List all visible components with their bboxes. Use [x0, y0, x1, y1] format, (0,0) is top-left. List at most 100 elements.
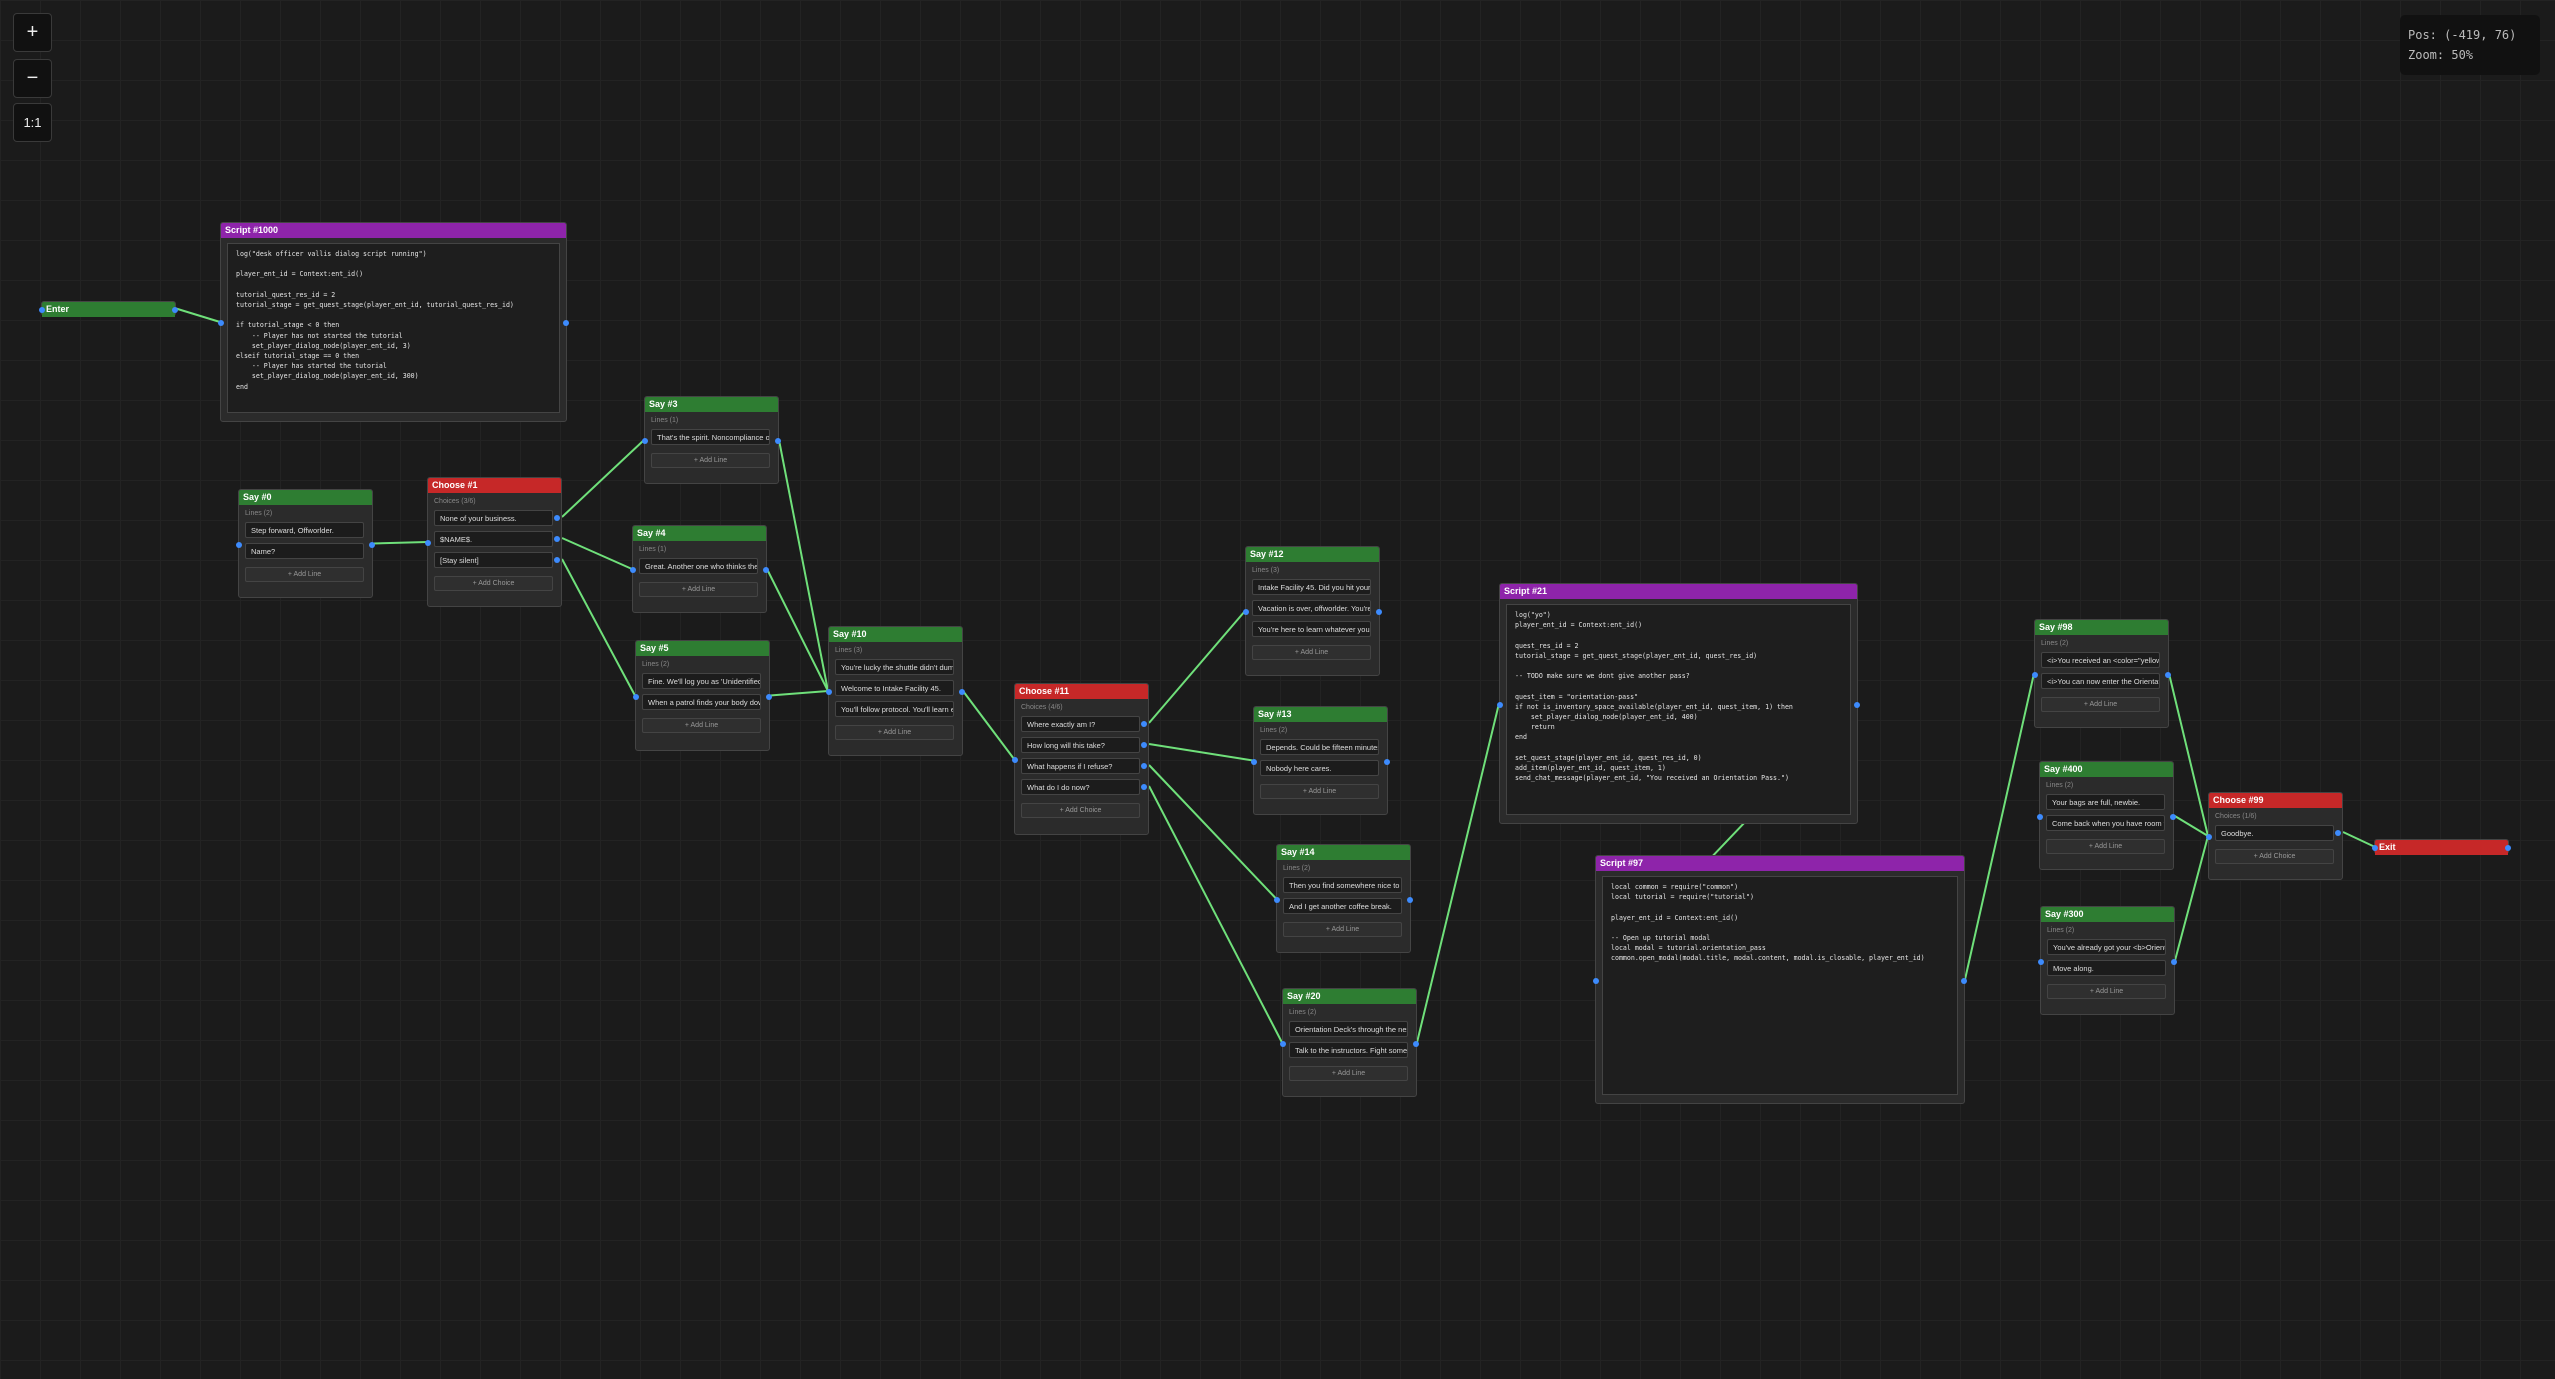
status-panel: Pos: (-419, 76) Zoom: 50% — [2400, 15, 2540, 75]
graph-node: Say #13 Lines (2) Depends. Could be fiftee… — [1251, 706, 1390, 815]
edge — [561, 439, 645, 518]
add-button: + Add Choice — [1021, 803, 1140, 818]
graph-node: Say #4 Lines (1) Great. Another one who th… — [630, 525, 769, 613]
graph-node: Say #12 Lines (3) Intake Facility 45. Did … — [1243, 546, 1382, 676]
add-button: + Add Line — [639, 582, 758, 597]
node-item: Name? — [245, 543, 364, 559]
node-item: How long will this take? — [1021, 737, 1140, 753]
input-port — [2206, 834, 2212, 840]
node-subtitle: Lines (2) — [2046, 782, 2074, 789]
edge — [769, 690, 829, 697]
output-port — [2165, 671, 2171, 678]
node-subtitle: Lines (2) — [2041, 640, 2069, 647]
node-item: Step forward, Offworlder. — [245, 522, 364, 538]
graph-node: Script #1000 log("desk officer vallis dia… — [218, 222, 569, 422]
edge — [2173, 814, 2209, 837]
graph-node: Choose #11 Choices (4/6) Where exactly am … — [1012, 683, 1149, 835]
output-port — [563, 320, 569, 326]
edge — [1416, 703, 1500, 1043]
graph-node: Say #400 Lines (2) Your bags are full, new… — [2037, 761, 2176, 870]
node-item: Orientation Deck's through the next — [1289, 1021, 1408, 1037]
input-port — [630, 567, 636, 573]
node-item: Your bags are full, newbie. — [2046, 794, 2165, 810]
node-item: Vacation is over, offworlder. You're o — [1252, 600, 1371, 616]
input-port — [2032, 671, 2038, 678]
node-item: None of your business. — [434, 510, 553, 526]
zoom-out-button[interactable]: − — [13, 59, 52, 98]
node-item: You've already got your <b>Orientat — [2047, 939, 2166, 955]
node-title: Choose #99 — [2209, 793, 2342, 808]
node-item: Come back when you have room to — [2046, 815, 2165, 831]
add-button: + Add Line — [1260, 784, 1379, 799]
input-port — [2372, 844, 2378, 851]
node-item: Intake Facility 45. Did you hit your he — [1252, 579, 1371, 595]
output-port — [1376, 609, 1382, 615]
node-title: Say #3 — [645, 397, 778, 412]
edge — [962, 690, 1015, 760]
edge — [778, 439, 829, 692]
node-title: Say #10 — [829, 627, 962, 642]
node-item: Great. Another one who thinks they — [639, 558, 758, 574]
graph-node: Say #98 Lines (2) <i>You received an <colo… — [2032, 619, 2171, 728]
add-button: + Add Line — [245, 567, 364, 582]
node-item: Welcome to Intake Facility 45. — [835, 680, 954, 696]
input-port — [1251, 758, 1257, 765]
output-port — [1141, 784, 1147, 790]
node-item: Where exactly am I? — [1021, 716, 1140, 732]
graph-node: Script #97 local common = require("common… — [1593, 855, 1967, 1104]
input-port — [642, 438, 648, 444]
edge — [1964, 673, 2035, 980]
output-port — [554, 536, 560, 542]
input-port — [1243, 609, 1249, 615]
node-item: <i>You received an <color="yellow"> — [2041, 652, 2160, 668]
output-port — [1384, 758, 1390, 765]
node-item: And I get another coffee break. — [1283, 898, 1402, 914]
edge — [766, 568, 829, 692]
graph-node: Script #21 log("yo") player_ent_id = Cont… — [1497, 583, 1860, 824]
edge — [561, 558, 636, 696]
node-subtitle: Lines (1) — [651, 417, 679, 424]
graph-node: Say #10 Lines (3) You're lucky the shuttle… — [826, 626, 965, 756]
node-title: Say #12 — [1246, 547, 1379, 562]
input-port — [425, 540, 431, 546]
node-title: Say #5 — [636, 641, 769, 656]
node-title: Say #4 — [633, 526, 766, 541]
node-item: Goodbye. — [2215, 825, 2334, 841]
output-port — [1141, 763, 1147, 769]
node-subtitle: Lines (2) — [245, 510, 273, 517]
graph-node: Say #3 Lines (1) That's the spirit. Noncom… — [642, 396, 781, 484]
node-title: Choose #1 — [428, 478, 561, 493]
graph-node: Say #5 Lines (2) Fine. We'll log you as 'U… — [633, 640, 772, 751]
output-port — [2170, 813, 2176, 820]
add-button: + Add Line — [2047, 984, 2166, 999]
node-subtitle: Lines (2) — [1260, 727, 1288, 734]
script-code: local common = require("common") local t… — [1602, 876, 1958, 1095]
zoom-in-button[interactable]: + — [13, 13, 52, 52]
add-button: + Add Line — [651, 453, 770, 468]
output-port — [763, 567, 769, 573]
add-button: + Add Line — [2041, 697, 2160, 712]
output-port — [554, 515, 560, 521]
add-button: + Add Line — [835, 725, 954, 740]
edge — [2174, 835, 2209, 961]
input-port — [218, 320, 224, 326]
add-button: + Add Line — [642, 718, 761, 733]
node-title: Script #97 — [1596, 856, 1964, 871]
node-item: Nobody here cares. — [1260, 760, 1379, 776]
output-port — [775, 438, 781, 444]
output-port — [1407, 896, 1413, 903]
zoom-reset-button[interactable]: 1:1 — [13, 103, 52, 142]
zoom-text: Zoom: 50% — [2408, 48, 2474, 62]
graph-node: Say #20 Lines (2) Orientation Deck's throu… — [1280, 988, 1419, 1097]
graph-node: Choose #1 Choices (3/6) None of your busin… — [425, 477, 562, 607]
input-port — [1012, 757, 1018, 763]
node-subtitle: Lines (2) — [1283, 865, 1311, 872]
node-subtitle: Choices (4/6) — [1021, 704, 1063, 711]
node-title: Choose #11 — [1015, 684, 1148, 699]
input-port — [39, 306, 45, 313]
add-button: + Add Line — [2046, 839, 2165, 854]
add-button: + Add Choice — [2215, 849, 2334, 864]
node-title: Say #20 — [1283, 989, 1416, 1004]
graph-node: Say #0 Lines (2) Step forward, Offworlder.… — [236, 489, 375, 598]
